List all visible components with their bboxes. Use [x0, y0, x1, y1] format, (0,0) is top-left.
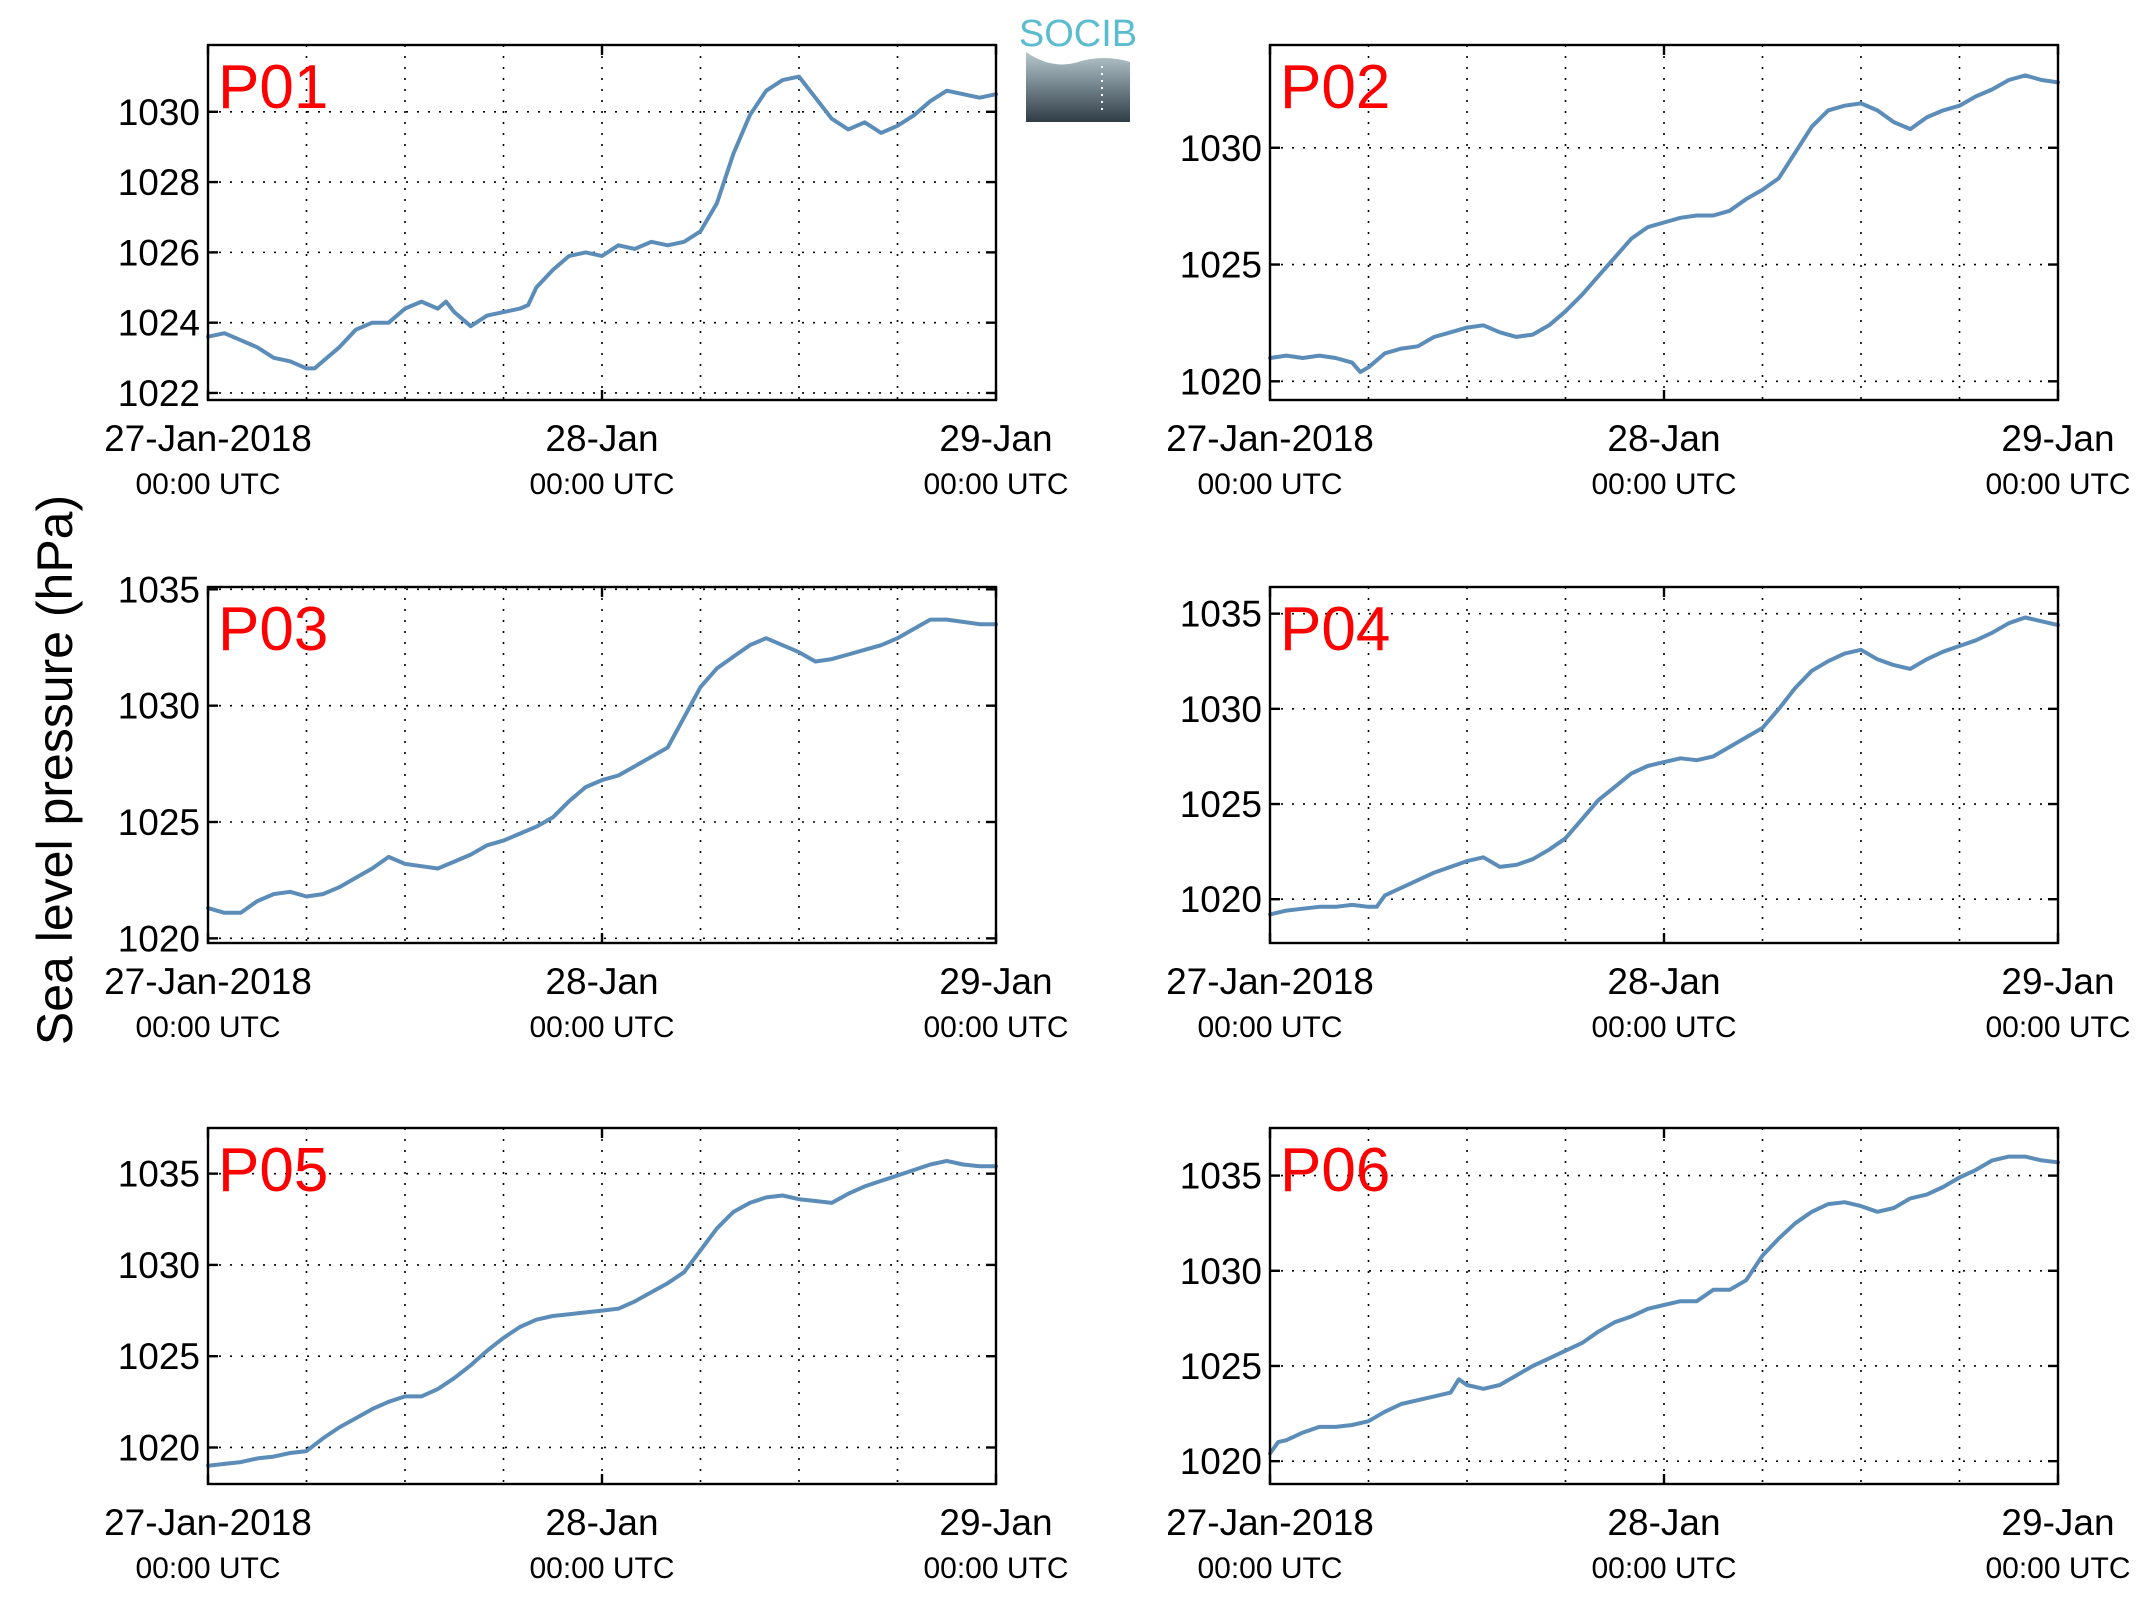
y-tick-label: 1020 — [118, 1427, 200, 1468]
x-tick-label-date: 27-Jan-2018 — [1166, 1502, 1374, 1543]
x-tick-label-date: 27-Jan-2018 — [1166, 418, 1374, 459]
panel-p03: 1020 1025 1030 1035 27-Jan-2018 00:00 UTC 28-J… — [104, 569, 1068, 1044]
y-tick-label: 1024 — [118, 303, 200, 344]
socib-logo-wave-icon — [1026, 52, 1130, 122]
y-tick-label: 1020 — [1180, 1441, 1262, 1482]
panel-label: P03 — [218, 595, 328, 664]
panel-p01: 1022 1024 1026 1028 1030 27-Jan-2018 00:00 UTC… — [104, 43, 1069, 501]
x-tick-label-date: 27-Jan-2018 — [104, 961, 312, 1002]
y-tick-label: 1030 — [118, 1245, 200, 1286]
y-tick-label: 1026 — [118, 232, 200, 273]
series-line-p03 — [206, 617, 998, 915]
y-tick-label: 1025 — [1180, 784, 1262, 825]
y-tick-label: 1035 — [1180, 1156, 1262, 1197]
y-tick-label: 1020 — [1180, 879, 1262, 920]
panels-container: 1022 1024 1026 1028 1030 27-Jan-2018 00:00 UTC… — [104, 43, 2131, 1585]
x-tick-label-time: 00:00 UTC — [1985, 468, 2130, 501]
x-tick-label-date: 28-Jan — [1607, 1502, 1720, 1543]
y-tick-label: 1030 — [118, 92, 200, 133]
y-tick-label: 1030 — [1180, 689, 1262, 730]
panel-p04: 1020 1025 1030 1035 27-Jan-2018 00:00 UTC 28-J… — [1166, 585, 2131, 1044]
panel-label: P01 — [218, 53, 328, 122]
x-tick-label-time: 00:00 UTC — [1197, 468, 1342, 501]
panel-p05: 1020 1025 1030 1035 27-Jan-2018 00:00 UTC 28-J… — [104, 1126, 1069, 1585]
y-tick-label: 1030 — [118, 686, 200, 727]
socib-logo-text: SOCIB — [1019, 13, 1137, 55]
x-tick-label-date: 27-Jan-2018 — [104, 1502, 312, 1543]
x-tick-label-time: 00:00 UTC — [1197, 1552, 1342, 1585]
y-tick-label: 1030 — [1180, 128, 1262, 169]
panel-p02: 1020 1025 1030 27-Jan-2018 00:00 UTC 28-Jan 00… — [1166, 43, 2131, 501]
y-tick-label: 1025 — [118, 1336, 200, 1377]
y-tick-label: 1022 — [118, 373, 200, 414]
x-tick-label-time: 00:00 UTC — [529, 1552, 674, 1585]
x-tick-label-date: 28-Jan — [1607, 961, 1720, 1002]
series-line-p06 — [1268, 1154, 2060, 1456]
panel-label: P06 — [1280, 1136, 1390, 1205]
y-tick-label: 1030 — [1180, 1251, 1262, 1292]
panel-label: P05 — [218, 1136, 328, 1205]
x-tick-label-time: 00:00 UTC — [529, 1011, 674, 1044]
panel-label: P02 — [1280, 53, 1390, 122]
x-tick-label-time: 00:00 UTC — [1197, 1011, 1342, 1044]
y-tick-label: 1035 — [118, 569, 200, 610]
y-tick-label: 1035 — [118, 1154, 200, 1195]
x-tick-label-time: 00:00 UTC — [135, 1011, 280, 1044]
x-tick-label-date: 27-Jan-2018 — [1166, 961, 1374, 1002]
x-tick-label-time: 00:00 UTC — [1591, 1011, 1736, 1044]
y-tick-label: 1020 — [118, 918, 200, 959]
x-tick-label-time: 00:00 UTC — [1591, 1552, 1736, 1585]
series-line-p01 — [206, 74, 998, 371]
x-tick-label-time: 00:00 UTC — [1985, 1011, 2130, 1044]
series-line-p02 — [1268, 73, 2060, 374]
x-tick-label-time: 00:00 UTC — [135, 468, 280, 501]
x-tick-label-date: 29-Jan — [2001, 961, 2114, 1002]
y-tick-label: 1025 — [1180, 245, 1262, 286]
y-tick-label: 1025 — [1180, 1346, 1262, 1387]
x-tick-label-time: 00:00 UTC — [923, 1011, 1068, 1044]
panel-label: P04 — [1280, 595, 1390, 664]
x-tick-label-time: 00:00 UTC — [135, 1552, 280, 1585]
y-tick-label: 1035 — [1180, 594, 1262, 635]
x-tick-label-time: 00:00 UTC — [1985, 1552, 2130, 1585]
series-line-p04 — [1268, 615, 2060, 917]
x-tick-label-date: 28-Jan — [1607, 418, 1720, 459]
x-tick-label-date: 28-Jan — [545, 1502, 658, 1543]
x-tick-label-date: 29-Jan — [939, 418, 1052, 459]
panel-p06: 1020 1025 1030 1035 27-Jan-2018 00:00 UTC 28-J… — [1166, 1126, 2131, 1585]
x-tick-label-date: 27-Jan-2018 — [104, 418, 312, 459]
series-line-p05 — [206, 1158, 998, 1468]
x-tick-label-time: 00:00 UTC — [1591, 468, 1736, 501]
x-tick-label-date: 28-Jan — [545, 418, 658, 459]
y-tick-label: 1025 — [118, 802, 200, 843]
y-tick-label: 1020 — [1180, 361, 1262, 402]
x-tick-label-date: 29-Jan — [939, 1502, 1052, 1543]
x-tick-label-date: 29-Jan — [2001, 1502, 2114, 1543]
y-axis-label: Sea level pressure (hPa) — [27, 495, 83, 1045]
x-tick-label-time: 00:00 UTC — [923, 1552, 1068, 1585]
x-tick-label-date: 29-Jan — [939, 961, 1052, 1002]
x-tick-label-date: 28-Jan — [545, 961, 658, 1002]
y-tick-label: 1028 — [118, 162, 200, 203]
x-tick-label-time: 00:00 UTC — [529, 468, 674, 501]
socib-logo: SOCIB — [1019, 13, 1137, 122]
x-tick-label-date: 29-Jan — [2001, 418, 2114, 459]
x-tick-label-time: 00:00 UTC — [923, 468, 1068, 501]
